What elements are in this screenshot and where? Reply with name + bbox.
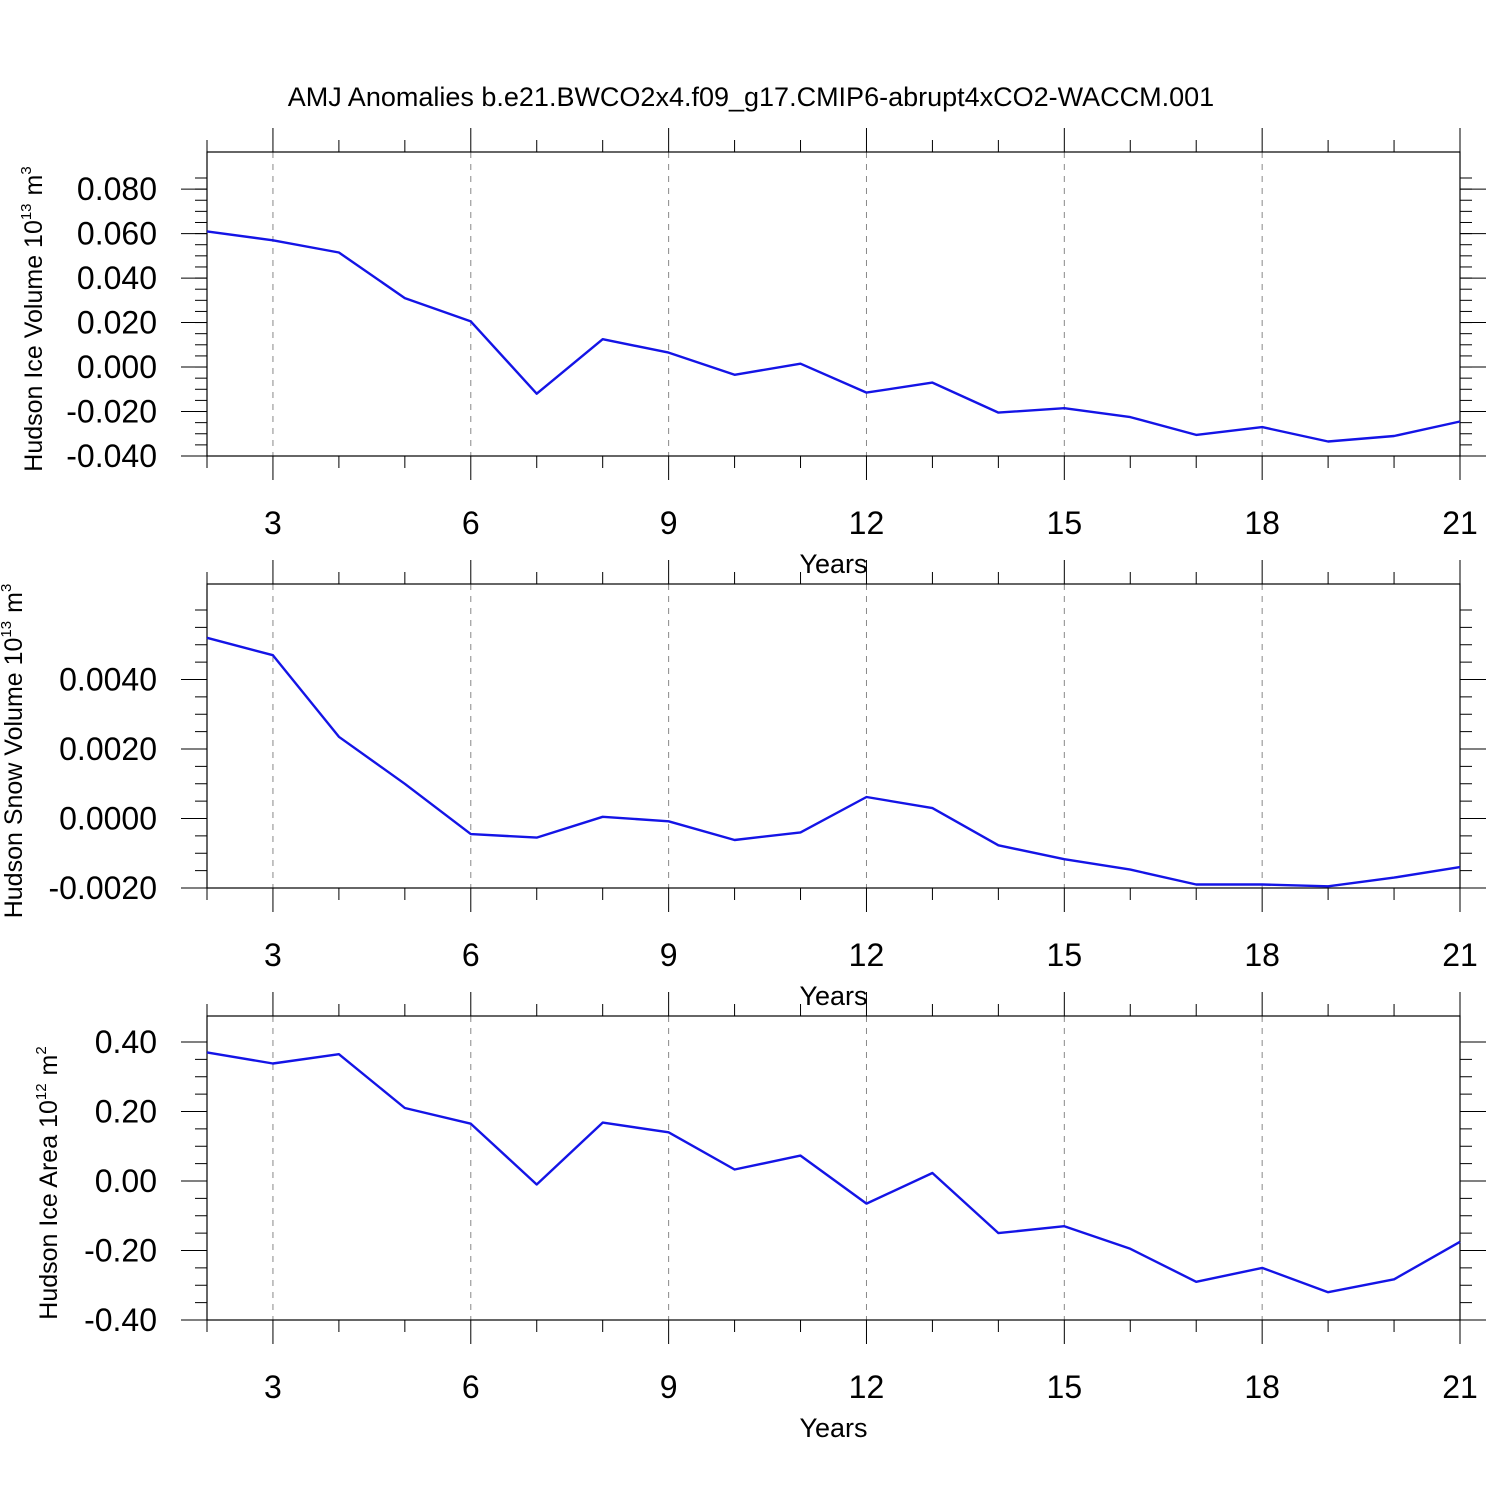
x-tick-label: 18 [1244,1369,1280,1405]
y-axis-label-unit-exp: 2 [33,1046,50,1054]
plot-frame [206,583,1461,889]
plot-frame [206,1015,1461,1321]
y-axis-label-text: Hudson Ice Volume 10 [20,220,48,472]
y-axis-label-unit: m [35,1055,63,1076]
x-tick-label: 9 [660,1369,678,1405]
y-axis-label-unit: m [20,175,48,196]
x-tick-label: 6 [462,505,480,541]
y-axis-label-text: Hudson Ice Area 10 [35,1100,63,1320]
y-tick-label: 0.000 [77,349,157,385]
x-tick-label: 15 [1047,505,1083,541]
panel-1: 3 6 9 12 15 18 21 -0.040 -0.020 0.000 0.020 0.040 0.… [18,128,1486,579]
y-axis-label: Hudson Ice Volume 1013 m3 [18,166,48,471]
figure-title: AMJ Anomalies b.e21.BWCO2x4.f09_g17.CMIP… [288,82,1214,112]
y-axis-label-unit-exp: 3 [0,584,15,592]
y-tick-label: 0.0040 [59,662,157,698]
y-tick-label: -0.0020 [48,870,157,906]
y-tick-label: 0.0000 [59,801,157,837]
x-tick-label: 9 [660,937,678,973]
y-axis-label-exp: 13 [0,621,15,638]
y-tick-label: 0.00 [95,1163,157,1199]
x-tick-label: 3 [264,1369,282,1405]
x-axis-label: Years [799,549,867,579]
y-axis-label: Hudson Snow Volume 1013 m3 [0,584,28,919]
x-tick-label: 15 [1047,1369,1083,1405]
y-tick-label: 0.040 [77,260,157,296]
y-tick-label: 0.40 [95,1024,157,1060]
x-tick-label: 21 [1442,505,1478,541]
x-tick-label: 9 [660,505,678,541]
y-tick-label: -0.020 [66,394,157,430]
x-tick-label: 3 [264,505,282,541]
x-tick-label: 18 [1244,505,1280,541]
x-tick-label: 12 [849,505,885,541]
x-axis-label: Years [799,981,867,1011]
x-tick-label: 3 [264,937,282,973]
panel-2: 3 6 9 12 15 18 21 -0.0020 0.0000 0.0020 0.0040 Year… [0,560,1486,1011]
x-tick-label: 18 [1244,937,1280,973]
x-tick-label: 15 [1047,937,1083,973]
y-tick-label: 0.0020 [59,731,157,767]
y-axis-label-exp: 13 [18,203,35,220]
series-line [206,230,1461,443]
y-tick-label: 0.060 [77,216,157,252]
y-tick-label: -0.20 [84,1233,157,1269]
x-tick-label: 12 [849,1369,885,1405]
y-tick-label: 0.20 [95,1094,157,1130]
y-axis-label-unit: m [0,592,28,613]
x-tick-label: 6 [462,1369,480,1405]
y-axis-label-text: Hudson Snow Volume 10 [0,638,28,919]
x-tick-label: 21 [1442,937,1478,973]
series-line [206,1051,1461,1294]
y-axis-label: Hudson Ice Area 1012 m2 [33,1046,63,1319]
y-tick-label: -0.40 [84,1302,157,1338]
series-line [206,636,1461,888]
x-tick-label: 12 [849,937,885,973]
panels: 3 6 9 12 15 18 21 -0.040 -0.020 0.000 0.020 0.040 0.… [0,128,1486,1443]
y-tick-label: 0.020 [77,305,157,341]
y-axis-label-exp: 12 [33,1083,50,1100]
y-tick-label: -0.040 [66,438,157,474]
x-tick-label: 6 [462,937,480,973]
x-axis-label: Years [799,1413,867,1443]
panel-3: 3 6 9 12 15 18 21 -0.40 -0.20 0.00 0.20 0.40 Years Hu… [33,992,1486,1443]
y-tick-label: 0.080 [77,171,157,207]
y-axis-label-unit-exp: 3 [18,166,35,174]
x-tick-label: 21 [1442,1369,1478,1405]
plot-frame [206,151,1461,457]
